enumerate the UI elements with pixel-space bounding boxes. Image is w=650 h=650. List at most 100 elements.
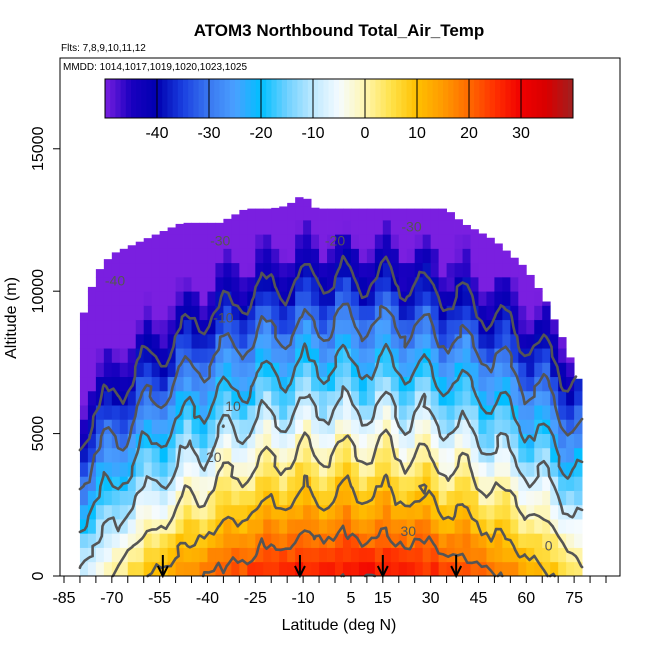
heatmap-cell	[87, 476, 97, 491]
heatmap-cell	[566, 357, 575, 363]
heatmap-cell	[342, 476, 352, 491]
heatmap-cell	[478, 262, 487, 278]
heatmap-cell	[406, 376, 416, 392]
heatmap-cell	[151, 561, 161, 577]
colorbar-tick-label: 10	[408, 125, 426, 142]
heatmap-cell	[263, 248, 272, 264]
heatmap-cell	[207, 561, 216, 577]
heatmap-cell	[566, 504, 575, 520]
heatmap-cell	[478, 348, 487, 363]
heatmap-cell	[406, 291, 416, 306]
heatmap-cell	[183, 291, 192, 306]
heatmap-cell	[518, 504, 527, 520]
heatmap-cell	[390, 462, 400, 477]
heatmap-cell	[263, 519, 272, 534]
heatmap-cell	[255, 234, 264, 249]
x-axis: -85 -70 -55 -40 -25 -10 5 15 30 45 60 75	[52, 576, 607, 607]
heatmap-cell	[446, 319, 455, 335]
heatmap-cell	[183, 234, 192, 249]
heatmap-cell	[255, 305, 264, 321]
heatmap-cell	[119, 348, 129, 363]
heatmap-cell	[390, 390, 400, 406]
heatmap-cell	[446, 262, 455, 278]
heatmap-cell	[390, 561, 400, 577]
heatmap-cell	[502, 405, 511, 420]
heatmap-cell	[279, 561, 288, 577]
heatmap-cell	[231, 319, 240, 335]
heatmap-cell	[446, 276, 455, 292]
heatmap-cell	[247, 362, 256, 378]
heatmap-cell	[550, 405, 559, 420]
heatmap-cell	[446, 504, 455, 520]
heatmap-cell	[111, 319, 121, 335]
heatmap-cell	[574, 390, 583, 406]
heatmap-cell	[167, 276, 176, 292]
heatmap-cell	[406, 462, 416, 477]
heatmap-cell	[374, 219, 384, 235]
heatmap-cell	[135, 462, 145, 477]
heatmap-cell	[303, 447, 312, 463]
heatmap-cell	[295, 462, 304, 477]
heatmap-cell	[430, 533, 440, 548]
heatmap-cell	[311, 348, 320, 363]
heatmap-cell	[510, 476, 519, 491]
heatmap-cell	[295, 504, 304, 520]
heatmap-cell	[263, 333, 272, 349]
heatmap-cell	[295, 419, 304, 434]
heatmap-cell	[574, 490, 583, 506]
y-tick-label: 10000	[30, 269, 47, 314]
heatmap-cell	[358, 490, 368, 506]
heatmap-cell	[438, 333, 447, 349]
heatmap-cell	[159, 490, 169, 506]
heatmap-cell	[319, 319, 328, 335]
heatmap-cell	[247, 476, 256, 491]
heatmap-cell	[558, 376, 567, 392]
heatmap-cell	[279, 362, 288, 378]
x-tick-label: -70	[100, 590, 123, 607]
heatmap-cell	[406, 533, 416, 548]
heatmap-cell	[350, 362, 360, 378]
heatmap-cell	[478, 390, 487, 406]
heatmap-cell	[95, 447, 105, 463]
heatmap-cell	[327, 276, 336, 292]
heatmap-cell	[335, 504, 344, 520]
heatmap-cell	[319, 305, 328, 321]
heatmap-cell	[159, 390, 169, 406]
heatmap-cell	[414, 462, 424, 477]
heatmap-cell	[454, 333, 463, 349]
heatmap-cell	[335, 362, 344, 378]
heatmap-cell	[406, 333, 416, 349]
x-tick-label: -25	[244, 590, 267, 607]
heatmap-cell	[239, 476, 248, 491]
heatmap-cell	[231, 262, 240, 278]
heatmap-cell	[111, 405, 121, 420]
heatmap-cell	[311, 207, 320, 221]
heatmap-cell	[502, 319, 511, 335]
heatmap-cell	[446, 248, 455, 264]
y-axis-label: Altitude (m)	[3, 277, 20, 359]
heatmap-cell	[494, 519, 503, 534]
heatmap-cell	[502, 504, 511, 520]
heatmap-cell	[382, 291, 392, 306]
heatmap-cell	[510, 419, 519, 434]
heatmap-cell	[199, 547, 208, 563]
heatmap-cell	[247, 248, 256, 264]
heatmap-cell	[470, 276, 479, 292]
heatmap-cell	[127, 533, 137, 548]
colorbar-swatch	[489, 79, 496, 118]
heatmap-cell	[342, 291, 352, 306]
heatmap-cell	[382, 319, 392, 335]
heatmap-cell	[103, 262, 113, 278]
heatmap-cell	[311, 419, 320, 434]
heatmap-cell	[414, 333, 424, 349]
heatmap-cell	[199, 248, 208, 264]
colorbar-swatch	[391, 79, 397, 118]
heatmap-cell	[231, 462, 240, 477]
heatmap-cell	[279, 447, 288, 463]
heatmap-cell	[550, 376, 559, 392]
heatmap-cell	[462, 504, 471, 520]
heatmap-cell	[151, 490, 161, 506]
heatmap-cell	[263, 208, 272, 221]
heatmap-cell	[143, 305, 153, 321]
heatmap-cell	[271, 462, 280, 477]
